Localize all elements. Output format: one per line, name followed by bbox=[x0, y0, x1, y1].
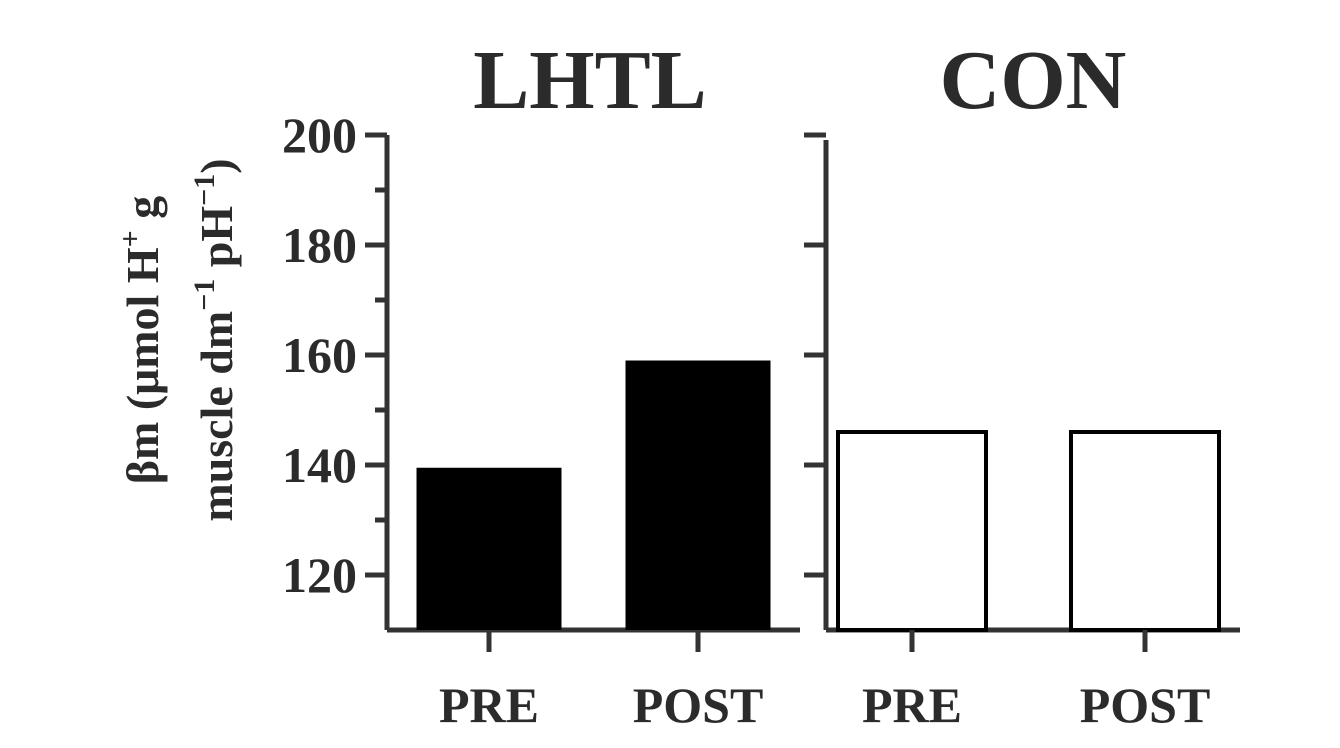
bar-lhtl-pre bbox=[416, 467, 562, 630]
chart-marks: 120 140 160 180 200 PRE POST PRE POST bbox=[282, 107, 1240, 733]
y-label-sup2: −1 bbox=[188, 279, 221, 311]
panel-title-con: CON bbox=[940, 34, 1127, 127]
y-tick-label-120: 120 bbox=[282, 547, 357, 603]
y-label-sup1: + bbox=[114, 230, 147, 247]
x-tick-label-con-pre: PRE bbox=[862, 677, 962, 733]
bar-con-pre bbox=[836, 430, 988, 632]
y-axis-label: βm (μmol H+ g muscle dm−1 pH−1) bbox=[114, 158, 242, 521]
y-label-line2-mid: pH bbox=[191, 206, 242, 279]
y-label-line2: muscle dm bbox=[191, 311, 242, 522]
panel-title-lhtl: LHTL bbox=[473, 34, 706, 127]
y-tick-label-140: 140 bbox=[282, 437, 357, 493]
y-label-close: ) bbox=[191, 158, 242, 173]
svg-text:muscle dm−1 pH−1): muscle dm−1 pH−1) bbox=[188, 158, 242, 521]
x-tick-label-con-post: POST bbox=[1080, 677, 1211, 733]
y-label-line1-end: g bbox=[117, 196, 168, 231]
y-label-sup3: −1 bbox=[188, 174, 221, 206]
y-tick-label-200: 200 bbox=[282, 107, 357, 163]
bar-lhtl-post bbox=[625, 360, 771, 630]
svg-text:βm (μmol H+ g: βm (μmol H+ g bbox=[114, 196, 168, 484]
bar-con-post bbox=[1069, 430, 1221, 632]
y-tick-label-160: 160 bbox=[282, 327, 357, 383]
y-label-line1: βm (μmol H bbox=[117, 247, 168, 484]
x-tick-label-lhtl-post: POST bbox=[633, 677, 764, 733]
y-tick-label-180: 180 bbox=[282, 217, 357, 273]
x-tick-label-lhtl-pre: PRE bbox=[439, 677, 539, 733]
